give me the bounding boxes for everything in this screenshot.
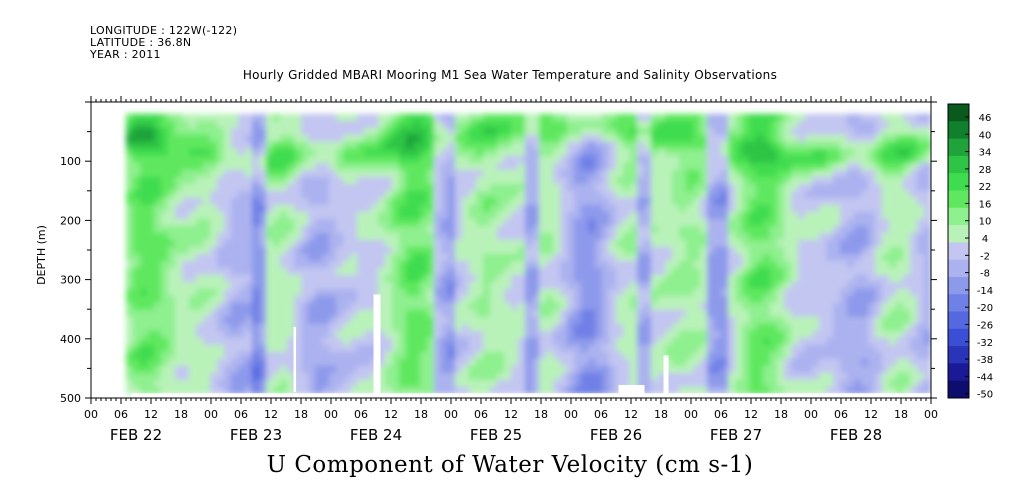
y-tick-label: 100: [60, 155, 81, 168]
missing-data-areas: [131, 294, 931, 398]
x-hour-tick-label: 18: [534, 408, 548, 421]
colorbar-label: 16: [979, 199, 992, 210]
colorbar-label: 28: [979, 165, 992, 176]
x-hour-tick-label: 00: [564, 408, 578, 421]
x-hour-tick-label: 06: [234, 408, 248, 421]
missing-data-patch: [373, 294, 381, 398]
missing-data-patch: [663, 355, 669, 398]
x-hour-tick-label: 00: [924, 408, 938, 421]
colorbar-label: 10: [979, 217, 992, 228]
missing-data-patch: [293, 326, 296, 393]
year-label: YEAR : 2011: [90, 48, 161, 61]
x-hour-tick-label: 00: [804, 408, 818, 421]
colorbar-label: -26: [977, 321, 993, 332]
chart-title: Hourly Gridded MBARI Mooring M1 Sea Wate…: [242, 68, 778, 82]
y-tick-label: 200: [60, 214, 81, 227]
colorbar-swatch: [948, 311, 969, 330]
x-axis-title: U Component of Water Velocity (cm s-1): [266, 452, 754, 478]
x-hour-tick-label: 12: [624, 408, 638, 421]
x-hour-tick-label: 12: [504, 408, 518, 421]
colorbar-label: 22: [979, 182, 992, 193]
x-day-label: FEB 24: [350, 426, 402, 444]
y-axis-title: DEPTH (m): [35, 225, 48, 285]
x-hour-tick-label: 12: [384, 408, 398, 421]
x-hour-tick-label: 00: [84, 408, 98, 421]
x-hour-tick-label: 00: [324, 408, 338, 421]
x-hour-tick-label: 18: [174, 408, 188, 421]
colorbar-legend: 46 40 34 28 22 16 10 4 -2 -8 -14 -20 -26 -32 -38 -44 -50: [947, 103, 993, 401]
colorbar-label: 4: [982, 234, 988, 245]
x-day-label: FEB 25: [470, 426, 522, 444]
longitude-label: LONGITUDE : 122W(-122): [90, 24, 238, 37]
colorbar-label: -38: [977, 355, 993, 366]
colorbar-swatch: [948, 190, 969, 209]
x-axis: 00 06 12 18 00 06 12 18 00 06 12 18 00 06 12 18 00 06 12 18…: [84, 96, 938, 444]
x-hour-tick-label: 06: [354, 408, 368, 421]
colorbar-swatch: [948, 276, 969, 295]
x-hour-tick-label: 12: [864, 408, 878, 421]
x-hour-tick-label: 00: [444, 408, 458, 421]
x-hour-tick-label: 12: [144, 408, 158, 421]
x-hour-tick-label: 06: [114, 408, 128, 421]
colorbar-label: -50: [977, 390, 993, 401]
x-hour-tick-label: 06: [474, 408, 488, 421]
colorbar-label: 46: [979, 113, 992, 124]
latitude-label: LATITUDE : 36.8N: [90, 36, 192, 49]
x-hour-tick-label: 18: [294, 408, 308, 421]
colorbar-label: -8: [980, 269, 990, 280]
colorbar-swatch: [948, 259, 969, 278]
heatmap-field: [126, 113, 931, 395]
colorbar-label: -32: [977, 338, 993, 349]
colorbar-swatch: [948, 207, 969, 226]
colorbar-swatch: [948, 346, 969, 364]
x-hour-tick-label: 06: [714, 408, 728, 421]
colorbar-swatch: [948, 225, 969, 243]
colorbar-label: -20: [977, 303, 993, 314]
x-day-label: FEB 26: [590, 426, 642, 444]
colorbar-swatch: [948, 104, 969, 122]
colorbar-label: 40: [979, 130, 992, 141]
x-day-label: FEB 28: [830, 426, 882, 444]
colorbar-label: -44: [977, 372, 993, 383]
colorbar-swatch: [948, 155, 969, 174]
colorbar-swatch: [948, 294, 969, 313]
x-hour-tick-label: 00: [204, 408, 218, 421]
colorbar-swatch: [948, 380, 969, 399]
x-day-label: FEB 22: [110, 426, 162, 444]
y-axis: 100 200 300 400 500: [60, 101, 937, 405]
colorbar-swatch: [948, 173, 969, 191]
x-hour-tick-label: 12: [264, 408, 278, 421]
missing-data-patch: [131, 393, 931, 398]
x-hour-tick-label: 18: [654, 408, 668, 421]
y-tick-label: 500: [60, 392, 81, 405]
colorbar-swatch: [948, 242, 969, 261]
x-hour-tick-label: 18: [414, 408, 428, 421]
x-hour-tick-label: 12: [744, 408, 758, 421]
colorbar-swatch: [948, 363, 969, 382]
y-tick-label: 400: [60, 333, 81, 346]
x-hour-tick-label: 06: [594, 408, 608, 421]
x-hour-tick-label: 18: [774, 408, 788, 421]
colorbar-label: 34: [979, 148, 992, 159]
x-hour-tick-label: 06: [834, 408, 848, 421]
x-day-label: FEB 23: [230, 426, 282, 444]
colorbar-swatch: [948, 121, 969, 140]
x-hour-tick-label: 00: [684, 408, 698, 421]
colorbar-label: -14: [977, 286, 993, 297]
x-hour-tick-label: 18: [894, 408, 908, 421]
x-day-label: FEB 27: [710, 426, 762, 444]
colorbar-label: -2: [980, 251, 990, 262]
y-tick-label: 300: [60, 274, 81, 287]
colorbar-swatch: [948, 138, 969, 157]
colorbar-swatch: [948, 328, 969, 347]
